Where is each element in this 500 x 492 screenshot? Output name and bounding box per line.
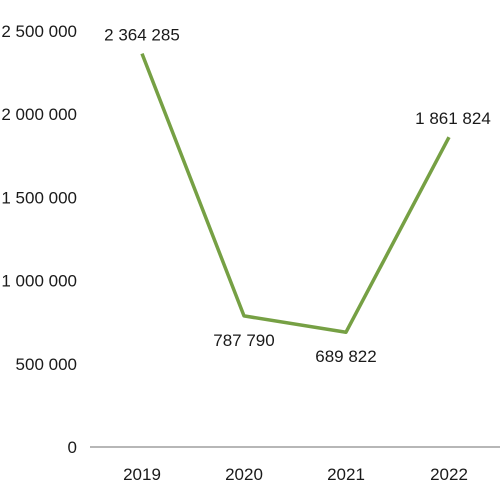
series-line: [140, 52, 451, 334]
x-tick-label: 2021: [327, 465, 365, 484]
x-tick-label: 2022: [430, 465, 468, 484]
y-tick-label: 500 000: [16, 355, 77, 374]
x-axis-ticks: 2019 2020 2021 2022: [123, 465, 468, 484]
y-tick-label: 2 000 000: [1, 105, 77, 124]
data-label: 2 364 285: [104, 26, 180, 45]
y-tick-label: 2 500 000: [1, 22, 77, 41]
data-label: 689 822: [315, 347, 376, 366]
y-tick-label: 1 000 000: [1, 272, 77, 291]
y-axis-ticks: 0 500 000 1 000 000 1 500 000 2 000 000 2 500…: [1, 22, 77, 457]
y-tick-label: 1 500 000: [1, 188, 77, 207]
data-labels: 2 364 285 787 790 689 822 1 861 824: [104, 26, 491, 367]
data-label: 1 861 824: [415, 109, 491, 128]
x-tick-label: 2019: [123, 465, 161, 484]
x-tick-label: 2020: [225, 465, 263, 484]
y-tick-label: 0: [68, 438, 77, 457]
data-label: 787 790: [213, 331, 274, 350]
